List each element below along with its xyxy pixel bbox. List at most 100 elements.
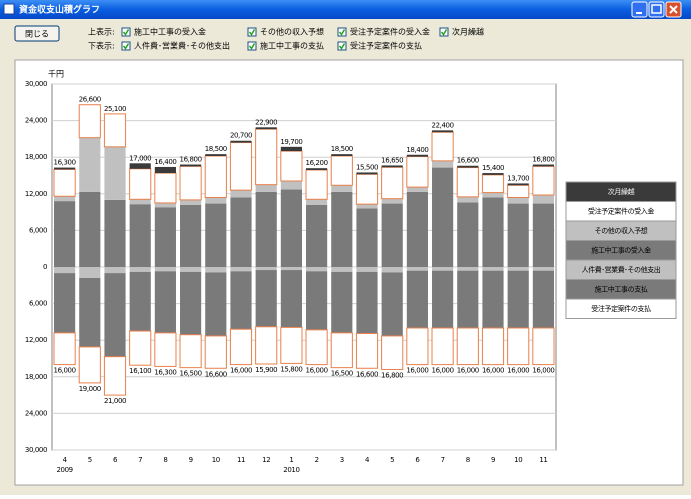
bar-segment [79,191,101,267]
bar-segment [205,197,227,204]
total-label: 16,000 [306,367,328,375]
bar-segment [381,166,404,200]
x-tick-label: 2 [315,456,319,464]
bar-segment [532,203,554,267]
bar-segment [154,172,177,204]
bar-segment [431,327,454,366]
total-label: 22,400 [432,121,454,129]
bar-segment [79,267,101,278]
bar-segment [255,128,278,186]
checkbox[interactable] [337,41,347,51]
bar-segment [406,267,428,271]
x-tick-label: 7 [138,456,142,464]
bar-segment [532,267,554,271]
bar-segment [507,197,529,204]
total-label: 16,600 [205,370,227,378]
checkbox[interactable] [337,27,347,37]
bar-segment [280,326,303,364]
total-label: 16,000 [54,367,76,375]
bar-segment [255,184,277,192]
bar-segment [180,271,202,335]
bar-segment [406,191,428,267]
x-tick-label: 5 [390,456,394,464]
bar-segment [280,270,302,328]
checkbox[interactable] [121,41,131,51]
bar-segment [230,140,252,143]
checkmark [122,29,130,36]
total-label: 16,000 [532,367,554,375]
bar-segment [381,203,403,267]
bar-segment [154,166,176,174]
x-tick-label: 11 [237,456,245,464]
bar-segment [507,184,530,198]
bar-segment [482,197,504,267]
bar-segment [230,197,252,267]
total-label: 16,000 [482,367,504,375]
maximize-icon [651,4,662,14]
checkbox[interactable] [121,27,131,37]
x-tick-label: 11 [539,456,547,464]
bar-segment [306,168,328,171]
bar-segment [79,277,101,347]
bar-segment [53,168,76,197]
close-icon [669,5,678,14]
bar-segment [205,272,227,336]
bar-segment [229,328,253,366]
legend-label: 次月繰越 [608,187,635,196]
checkbox-label: 受注予定案件の支払 [350,41,422,51]
checkmark [338,29,346,36]
checkbox-label: その他の収入予想 [260,27,324,37]
bar-segment [331,271,353,333]
bar-segment [406,327,429,366]
x-tick-label: 8 [163,456,167,464]
bar-segment [129,267,151,272]
checkbox[interactable] [247,41,257,51]
total-label: 15,900 [255,366,277,374]
total-label: 21,000 [104,397,126,405]
bar-segment [355,332,379,369]
legend-label: 受注予定案件の受入金 [588,206,654,215]
bar-segment [507,203,529,267]
bar-segment [54,167,76,170]
total-label: 18,400 [406,146,428,154]
bar-segment [381,165,403,168]
x-tick-label: 5 [88,456,92,464]
legend-label: 人件費･営業費･その他支出 [582,265,661,274]
checkbox-label: 施工中工事の支払 [260,41,324,51]
bar-segment [54,201,76,267]
checkbox-label: 受注予定案件の受入金 [350,27,430,37]
bar-segment [280,267,302,271]
lower-label: 下表示: [88,41,115,51]
x-tick-label: 4 [365,456,370,464]
year-label: 2009 [56,466,72,474]
bar-segment [356,208,378,267]
minimize-button[interactable] [631,1,648,18]
bar-segment [331,154,353,156]
bar-segment [78,346,101,384]
checkbox[interactable] [439,27,449,37]
bar-segment [432,167,454,267]
bar-segment [205,267,227,273]
total-label: 26,600 [79,96,101,104]
bar-segment [532,164,554,167]
bar-segment [356,204,378,209]
bar-segment [54,273,76,333]
bar-segment [154,332,177,367]
bar-segment [482,173,504,175]
close-button[interactable] [14,25,60,42]
close-button-label: 閉じる [25,30,49,39]
checkbox[interactable] [247,27,257,37]
y-tick-label: 12,000 [25,336,47,344]
bar-segment [305,329,328,366]
bar-segment [331,191,353,267]
bar-segment [306,267,328,272]
bar-segment [406,270,428,328]
total-label: 16,000 [406,367,428,375]
total-label: 18,500 [331,145,353,153]
checkmark [248,29,256,36]
x-tick-label: 4 [63,456,68,464]
bar-segment [204,155,227,198]
bar-segment [432,267,454,271]
total-label: 16,300 [54,159,76,167]
x-tick-label: 1 [289,456,293,464]
